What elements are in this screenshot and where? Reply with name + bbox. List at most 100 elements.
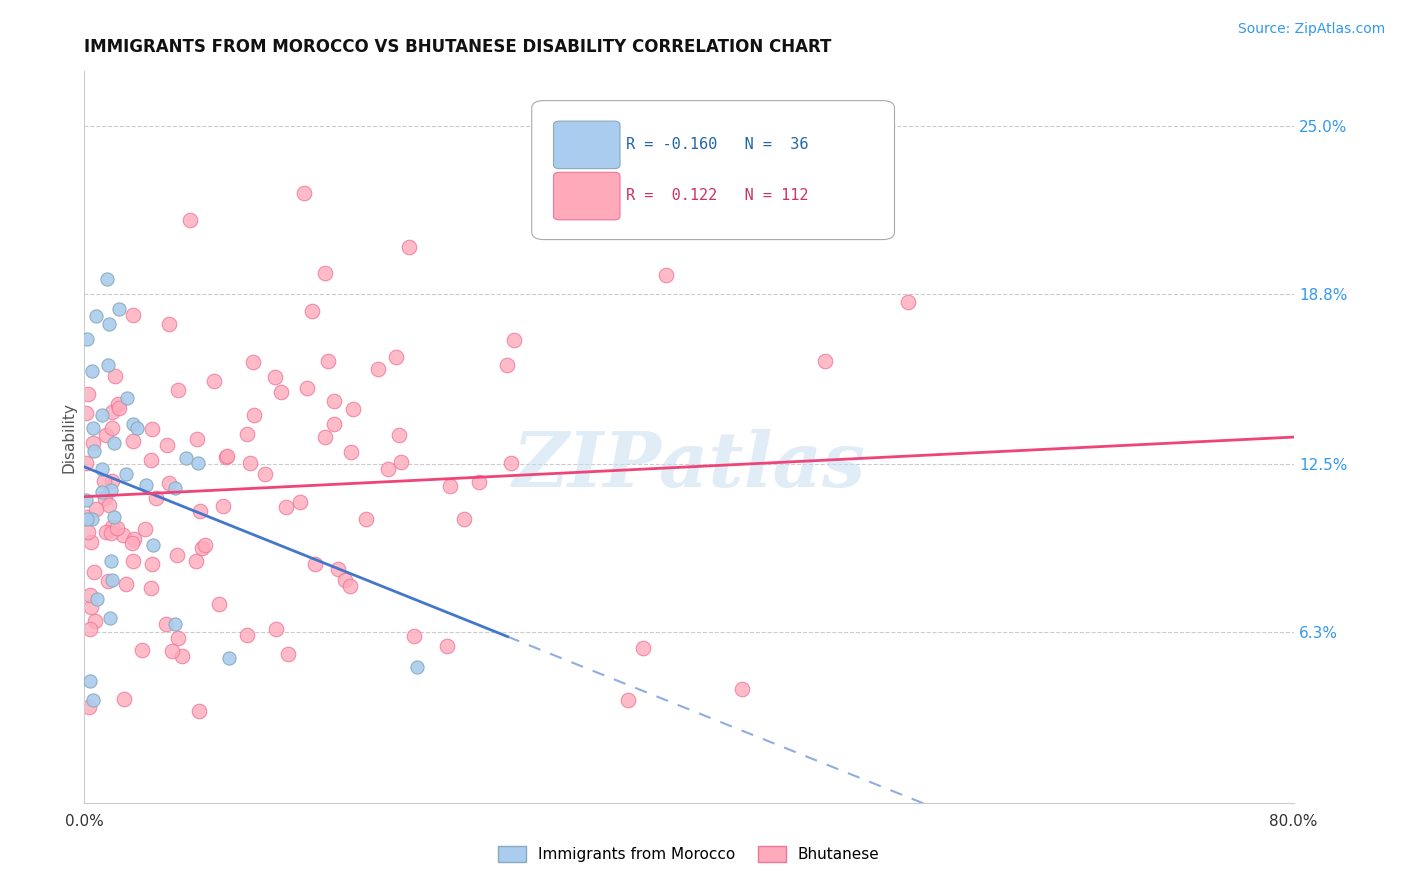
Point xyxy=(174,450,197,465)
Point xyxy=(80,535,103,549)
Point xyxy=(97,358,120,372)
Point xyxy=(166,383,188,397)
Point xyxy=(84,309,107,323)
Point xyxy=(105,521,128,535)
Point xyxy=(503,333,526,347)
Point xyxy=(91,408,114,422)
Point xyxy=(398,240,420,254)
Point xyxy=(90,484,112,499)
Point xyxy=(115,576,138,591)
Point xyxy=(83,443,105,458)
Point xyxy=(101,573,124,587)
Point xyxy=(314,430,336,444)
Point xyxy=(187,457,209,471)
Point xyxy=(79,622,101,636)
Point xyxy=(104,369,127,384)
Point xyxy=(122,417,145,432)
Point xyxy=(98,610,121,624)
Point xyxy=(121,535,143,549)
Point xyxy=(453,512,475,526)
Point xyxy=(76,511,98,525)
Y-axis label: Disability: Disability xyxy=(60,401,76,473)
Point xyxy=(101,405,124,419)
Point xyxy=(75,456,97,470)
Point xyxy=(184,553,207,567)
Point xyxy=(439,479,461,493)
Point xyxy=(103,510,125,524)
Point xyxy=(218,650,240,665)
Point xyxy=(340,445,363,459)
Point xyxy=(101,421,124,435)
Point xyxy=(131,643,153,657)
Point xyxy=(100,520,122,534)
Point xyxy=(76,332,98,346)
Point xyxy=(139,582,162,596)
Point xyxy=(496,358,519,372)
Point xyxy=(188,503,211,517)
Point xyxy=(264,369,287,384)
Point xyxy=(84,614,107,628)
Point xyxy=(339,578,361,592)
Point xyxy=(79,673,101,688)
Point xyxy=(101,474,124,488)
Point xyxy=(75,510,97,524)
Point xyxy=(135,478,157,492)
Text: IMMIGRANTS FROM MOROCCO VS BHUTANESE DISABILITY CORRELATION CHART: IMMIGRANTS FROM MOROCCO VS BHUTANESE DIS… xyxy=(84,38,832,56)
Point xyxy=(115,467,138,481)
Point xyxy=(814,354,837,368)
Point xyxy=(191,541,214,556)
Point xyxy=(157,317,180,331)
Point xyxy=(266,623,288,637)
Point xyxy=(276,500,298,515)
Point xyxy=(91,462,114,476)
Point xyxy=(77,387,100,401)
Point xyxy=(97,317,120,331)
Point xyxy=(167,631,190,645)
Point xyxy=(79,600,101,615)
Point xyxy=(179,213,201,227)
Point xyxy=(468,475,491,489)
Point xyxy=(94,427,117,442)
Point xyxy=(125,421,148,435)
Point xyxy=(162,644,184,658)
Point xyxy=(75,492,97,507)
Point xyxy=(145,491,167,505)
Point xyxy=(897,294,920,309)
FancyBboxPatch shape xyxy=(554,172,620,219)
Point xyxy=(100,483,122,497)
Point xyxy=(79,588,101,602)
Text: ZIPatlas: ZIPatlas xyxy=(512,429,866,503)
Point xyxy=(389,455,412,469)
Point xyxy=(97,574,120,589)
Point xyxy=(208,598,231,612)
Point xyxy=(253,467,276,481)
Point xyxy=(385,351,408,365)
Point xyxy=(112,691,135,706)
Point xyxy=(166,549,188,563)
Point xyxy=(83,565,105,579)
Point xyxy=(124,533,146,547)
Point xyxy=(141,557,163,571)
Point xyxy=(655,268,678,282)
Point xyxy=(142,538,165,552)
Point xyxy=(270,385,292,400)
Point xyxy=(77,524,100,539)
Text: R = -0.160   N =  36: R = -0.160 N = 36 xyxy=(626,137,808,152)
Point xyxy=(122,554,145,568)
Text: R =  0.122   N = 112: R = 0.122 N = 112 xyxy=(626,188,808,203)
Point xyxy=(96,525,118,540)
Point xyxy=(100,554,122,568)
FancyBboxPatch shape xyxy=(531,101,894,240)
Point xyxy=(165,617,187,632)
Point xyxy=(108,302,131,317)
Point xyxy=(94,491,117,505)
Point xyxy=(80,364,103,378)
Text: Source: ZipAtlas.com: Source: ZipAtlas.com xyxy=(1237,22,1385,37)
Point xyxy=(236,628,259,642)
Point xyxy=(617,693,640,707)
Point xyxy=(86,591,108,606)
Point xyxy=(117,391,139,405)
Point xyxy=(202,374,225,388)
Point xyxy=(388,428,411,442)
Point xyxy=(406,660,429,674)
